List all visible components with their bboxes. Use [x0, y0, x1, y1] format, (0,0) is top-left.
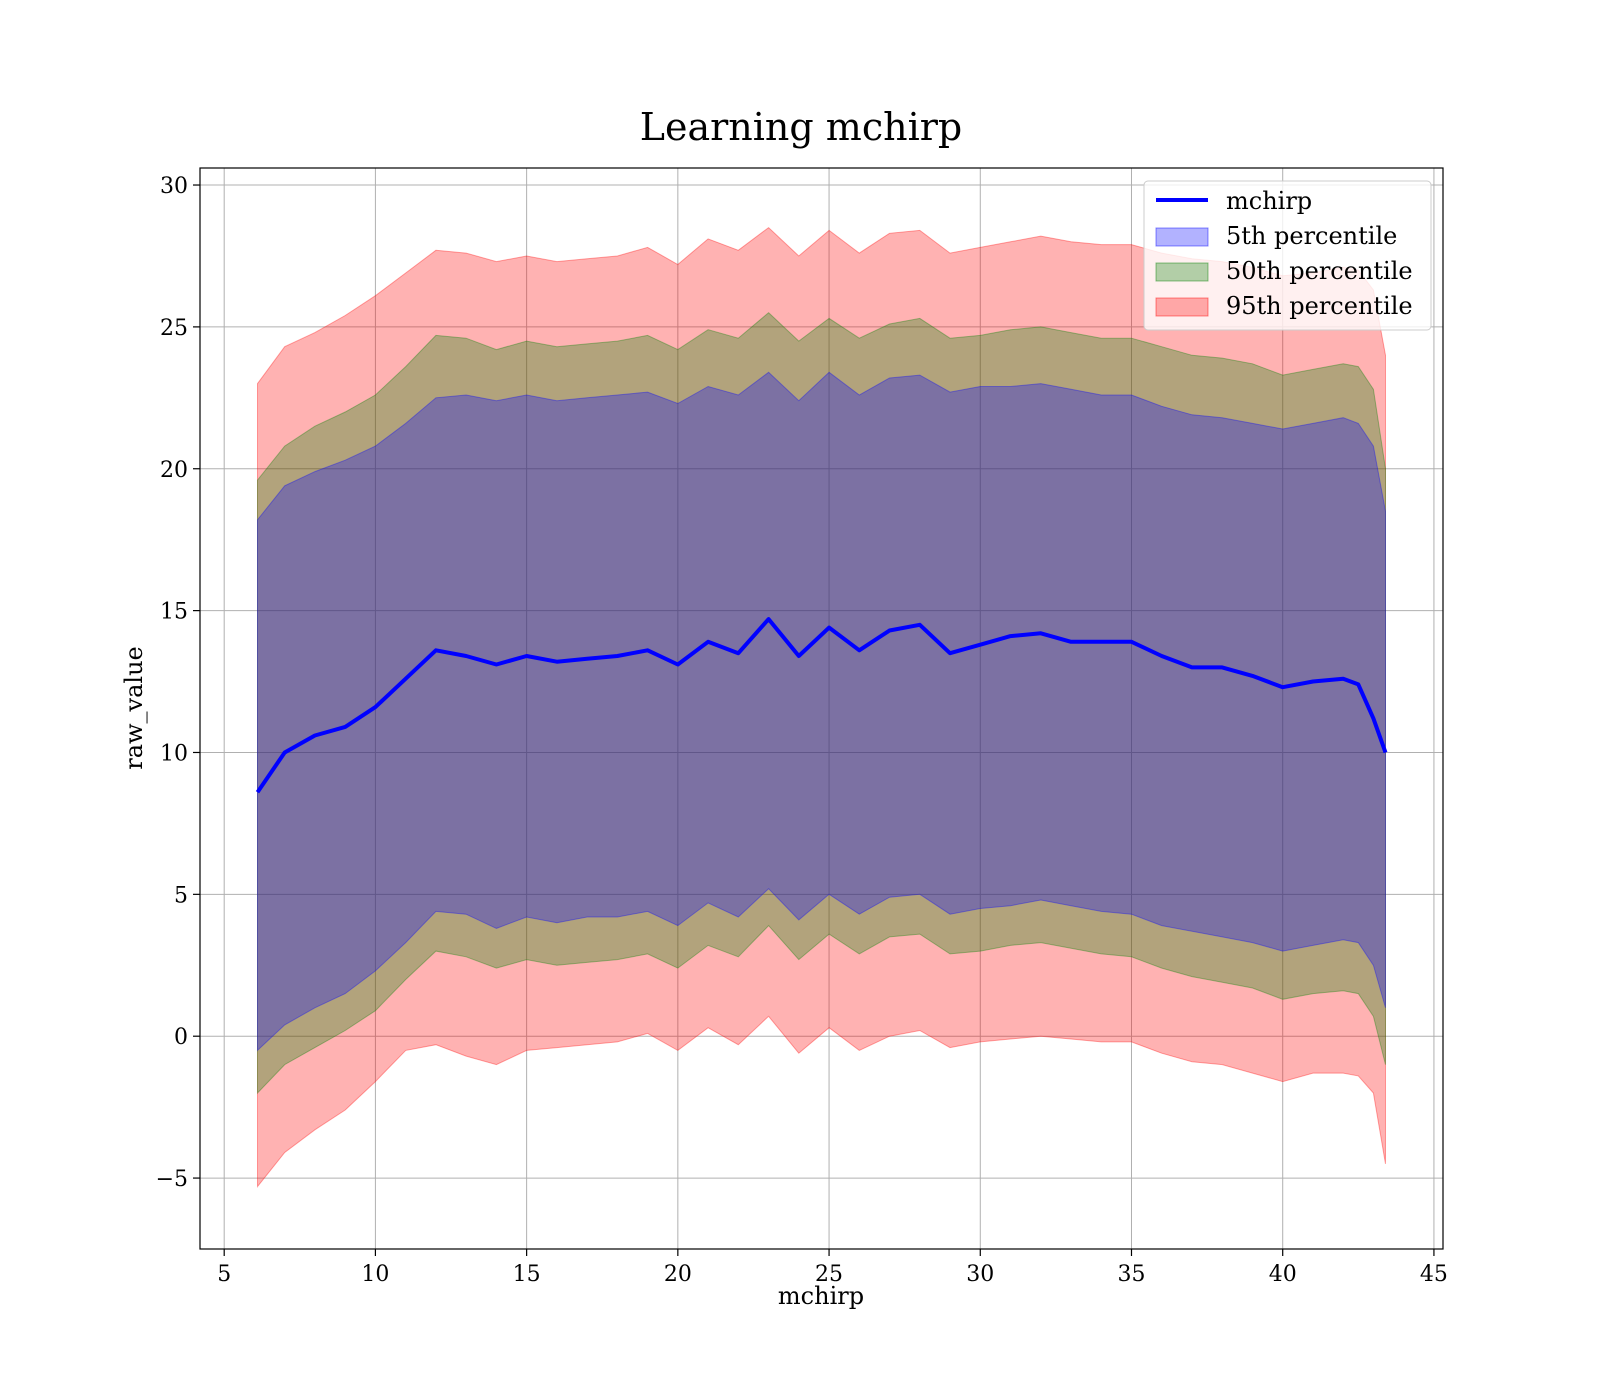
y-tick-label-0: 0	[174, 1025, 188, 1050]
legend-label-95th-percentile: 95th percentile	[1226, 292, 1413, 320]
y-tick-label-15: 15	[160, 600, 188, 625]
x-tick-label-40: 40	[1269, 1262, 1297, 1287]
legend-label-mchirp: mchirp	[1226, 187, 1312, 215]
legend-patch-50th-percentile	[1155, 262, 1209, 282]
y-axis-label: raw_value	[120, 646, 148, 770]
line-mchirp	[255, 617, 1388, 794]
band-50th-percentile	[257, 312, 1386, 1095]
x-tick-label-25: 25	[815, 1262, 843, 1287]
legend: mchirp 5th percentile 50th percentile 95…	[1143, 180, 1432, 331]
legend-label-5th-percentile: 5th percentile	[1226, 222, 1397, 250]
x-tick-label-5: 5	[217, 1262, 231, 1287]
y-tick-label-5: 5	[174, 883, 188, 908]
percentile-bands	[257, 226, 1386, 1189]
y-tick-label-5: −5	[156, 1167, 188, 1192]
x-axis-label: mchirp	[778, 1282, 864, 1310]
legend-patch-95th-percentile	[1155, 297, 1209, 317]
y-tick-label-20: 20	[160, 458, 188, 483]
y-tick-label-30: 30	[160, 174, 188, 199]
chart-title: Learning mchirp	[640, 105, 962, 149]
x-tick-label-15: 15	[513, 1262, 541, 1287]
legend-label-50th-percentile: 50th percentile	[1226, 257, 1413, 285]
x-tick-label-45: 45	[1420, 1262, 1448, 1287]
x-tick-label-10: 10	[361, 1262, 389, 1287]
y-axis-ticks: −5 0 5 10 15 20 25 30	[156, 174, 200, 1192]
x-tick-label-30: 30	[966, 1262, 994, 1287]
y-tick-label-25: 25	[160, 316, 188, 341]
y-tick-label-10: 10	[160, 741, 188, 766]
x-axis-ticks: 5 10 15 20 25 30 35 40 45	[217, 1249, 1448, 1287]
band-5th-percentile	[257, 371, 1386, 1052]
data-lines	[255, 617, 1388, 794]
plot-frame	[199, 167, 1444, 1250]
band-95th-percentile	[257, 226, 1386, 1189]
legend-patch-5th-percentile	[1155, 227, 1209, 247]
x-tick-label-20: 20	[664, 1262, 692, 1287]
x-tick-label-35: 35	[1117, 1262, 1145, 1287]
legend-frame	[1143, 180, 1432, 331]
grid-lines	[200, 168, 1443, 1249]
